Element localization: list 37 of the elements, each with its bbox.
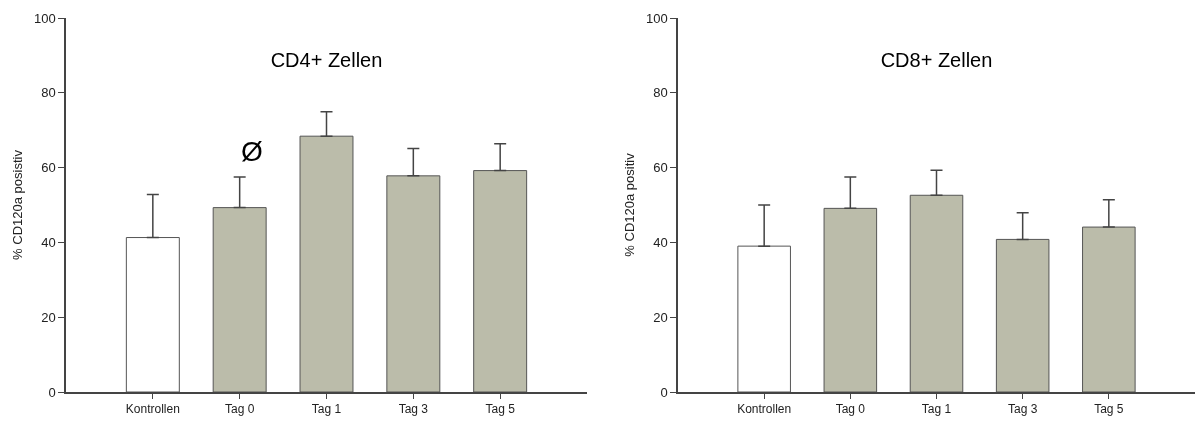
x-tick-label: Tag 1: [311, 402, 342, 417]
bar: [212, 207, 267, 392]
y-tick-label: 20: [41, 309, 56, 325]
bar: [386, 175, 441, 392]
bar: [823, 207, 878, 392]
bar: [1082, 226, 1136, 392]
x-tick-label: Kontrollen: [125, 402, 180, 417]
text: CD4+ Zellen: [270, 49, 383, 71]
bar: [473, 170, 528, 392]
y-tick-label: 60: [653, 160, 668, 176]
y-tick-label: 60: [41, 160, 56, 176]
x-tick-label: Tag 3: [1007, 402, 1038, 417]
y-tick-label: 0: [48, 384, 56, 400]
bar: [995, 238, 1050, 392]
x-tick-label: Tag 5: [485, 402, 516, 417]
y-tick-label: 100: [33, 10, 56, 26]
x-tick-label: Kontrollen: [737, 402, 792, 417]
text: CD8+ Zellen: [880, 49, 993, 71]
bar: [737, 245, 791, 392]
y-tick-label: 0: [660, 384, 668, 400]
y-tick-label: 80: [41, 85, 56, 101]
y-tick-label: 100: [645, 10, 668, 26]
x-tick-label: Tag 0: [224, 402, 255, 417]
y-axis-title: % CD120a posistiv: [10, 149, 26, 260]
y-axis-title: % CD120a positiv: [622, 152, 638, 257]
y-tick-label: 40: [41, 234, 56, 250]
y-tick-label: 40: [653, 234, 668, 250]
bar: [299, 135, 354, 392]
x-tick-label: Tag 1: [921, 402, 952, 417]
y-tick-label: 80: [653, 85, 668, 101]
x-tick-label: Tag 0: [835, 402, 866, 417]
annotation: Ø: [241, 136, 263, 167]
bar: [909, 194, 964, 392]
y-tick-label: 20: [653, 309, 668, 325]
x-tick-label: Tag 3: [398, 402, 429, 417]
bar: [125, 237, 180, 392]
x-tick-label: Tag 5: [1094, 402, 1124, 417]
